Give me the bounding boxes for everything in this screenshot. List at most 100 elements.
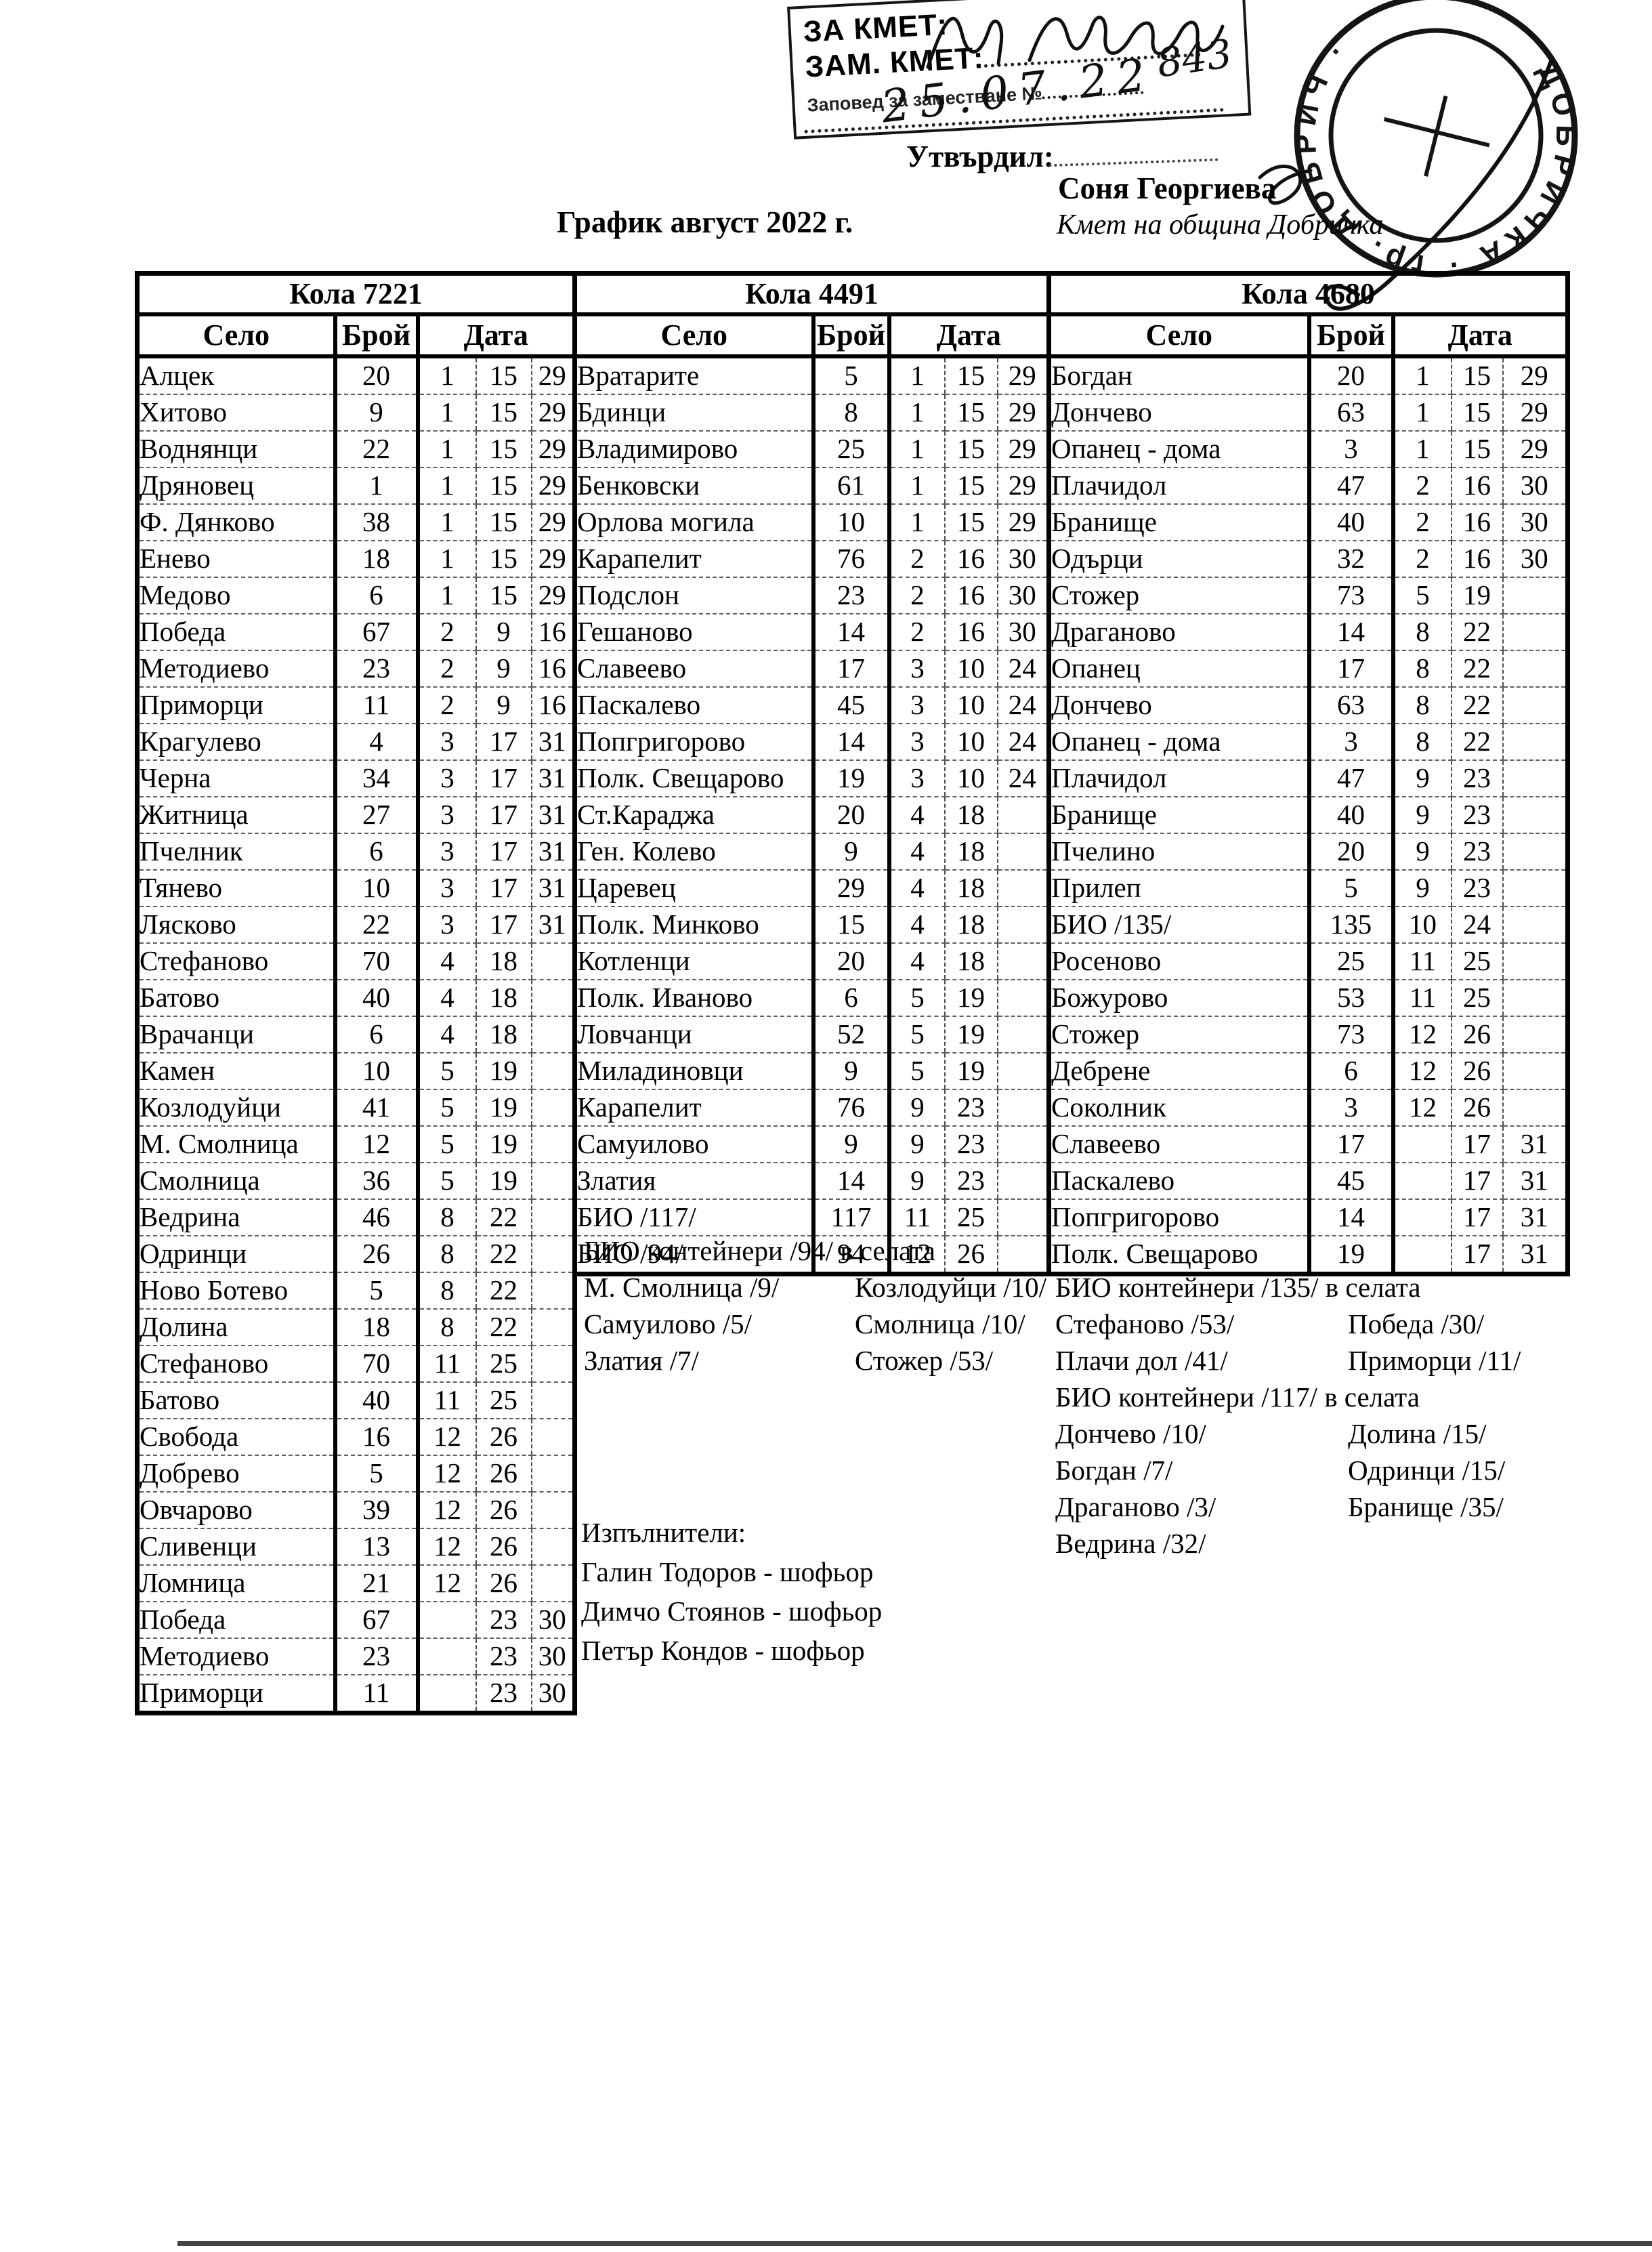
- table-row: Тянево 10 3 17 31: [137, 870, 575, 907]
- executors-label: Изпълнители:: [581, 1517, 746, 1548]
- note-line: Самуилово /5/Смолница /10/: [584, 1308, 1051, 1344]
- date-cell: 5: [415, 1126, 476, 1163]
- date-cell: 10: [1391, 906, 1452, 944]
- date-cell: 2: [1391, 504, 1452, 541]
- date-cell: [996, 1016, 1049, 1054]
- executor-name: Петър Кондов - шофьор: [581, 1635, 865, 1666]
- village-cell: Ф. Дянково: [137, 504, 335, 541]
- village-cell: Крагулево: [137, 724, 335, 761]
- bio-containers-right-notes: БИО контейнери /135/ в селата Стефаново /…: [1055, 1271, 1617, 1564]
- table-row: Черна 34 3 17 31: [137, 760, 575, 797]
- village-cell: Бранище: [1049, 797, 1309, 834]
- village-cell: Дончево: [1049, 394, 1309, 432]
- note-title: БИО контейнери /135/ в селата: [1055, 1272, 1421, 1303]
- date-cell: 22: [475, 1199, 532, 1236]
- count-cell: 4: [333, 724, 418, 761]
- executor-name: Димчо Стоянов - шофьор: [581, 1596, 883, 1627]
- date-cell: [1502, 760, 1568, 797]
- village-cell: Хитово: [137, 394, 335, 432]
- village-cell: Дончево: [1049, 687, 1309, 724]
- date-cell: 12: [415, 1419, 476, 1456]
- village-cell: Прилеп: [1049, 870, 1309, 907]
- date-cell: 17: [1450, 1199, 1503, 1236]
- village-cell: Стефаново: [137, 1346, 335, 1383]
- car-header: Кола 4491: [574, 273, 1049, 316]
- schedule-table-car-7221: Кола 7221 Село Брой Дата Алцек 20 1 15 29 Хит…: [135, 271, 577, 1715]
- date-cell: 31: [530, 906, 575, 944]
- date-cell: 15: [1450, 394, 1503, 432]
- village-cell: Паскалево: [1049, 1163, 1309, 1200]
- table-row: Енево 18 1 15 29: [137, 541, 575, 578]
- date-cell: [530, 1199, 575, 1236]
- date-cell: 1: [415, 541, 476, 578]
- date-cell: 18: [944, 870, 998, 907]
- village-cell: Свобода: [137, 1419, 335, 1456]
- table-row: Драганово 14 8 22: [1049, 614, 1568, 651]
- date-cell: [996, 1199, 1049, 1236]
- date-cell: 16: [530, 650, 575, 688]
- count-cell: 6: [811, 980, 889, 1017]
- village-cell: Котленци: [574, 943, 813, 980]
- signature-scribble: [926, 16, 1225, 69]
- count-cell: 17: [1307, 650, 1393, 688]
- date-cell: 10: [944, 687, 998, 724]
- date-cell: 30: [996, 614, 1049, 651]
- count-cell: 3: [1307, 724, 1393, 761]
- date-cell: [530, 1382, 575, 1419]
- date-cell: 17: [1450, 1163, 1503, 1200]
- date-cell: 22: [475, 1309, 532, 1346]
- date-cell: 15: [944, 431, 998, 468]
- date-cell: 2: [1391, 541, 1452, 578]
- date-cell: [530, 1528, 575, 1566]
- count-cell: 61: [811, 467, 889, 505]
- note-line: Драганово /3/Бранище /35/: [1055, 1490, 1617, 1527]
- date-cell: 18: [475, 1016, 532, 1054]
- date-cell: 19: [475, 1126, 532, 1163]
- count-cell: 14: [811, 1163, 889, 1200]
- date-cell: 29: [530, 467, 575, 505]
- note-item: Одринци /15/: [1348, 1455, 1506, 1486]
- table-row: Бдинци 8 1 15 29: [574, 394, 1049, 432]
- date-cell: 18: [944, 797, 998, 834]
- date-cell: 15: [944, 356, 998, 395]
- table-row: Батово 40 4 18: [137, 980, 575, 1017]
- table-row: Житница 27 3 17 31: [137, 797, 575, 834]
- date-cell: 18: [475, 980, 532, 1017]
- village-cell: Златия: [574, 1163, 813, 1200]
- count-cell: 17: [1307, 1126, 1393, 1163]
- table-row: Полк. Свещарово 19 3 10 24: [574, 760, 1049, 797]
- date-cell: 26: [1450, 1089, 1503, 1127]
- count-cell: 20: [811, 943, 889, 980]
- date-cell: 30: [996, 541, 1049, 578]
- date-cell: [1502, 1053, 1568, 1090]
- date-cell: 5: [1391, 577, 1452, 614]
- village-cell: Методиево: [137, 1638, 335, 1675]
- count-cell: 53: [1307, 980, 1393, 1017]
- village-cell: Соколник: [1049, 1089, 1309, 1127]
- village-cell: Царевец: [574, 870, 813, 907]
- village-cell: Пчелник: [137, 833, 335, 871]
- count-cell: 63: [1307, 687, 1393, 724]
- column-header-village: Село: [574, 314, 813, 358]
- date-cell: 12: [1391, 1016, 1452, 1054]
- date-cell: 18: [475, 943, 532, 980]
- date-cell: 1: [887, 356, 945, 395]
- table-body: Вратарите 5 1 15 29 Бдинци 8 1 15 29 Владимирово 25…: [574, 356, 1049, 1274]
- table-row: Подслон 23 2 16 30: [574, 577, 1049, 614]
- approved-label: Утвърдил:: [906, 140, 1054, 173]
- count-cell: 26: [333, 1236, 418, 1273]
- note-item: Козлодуйци /10/: [855, 1272, 1046, 1303]
- date-cell: 16: [944, 577, 998, 614]
- date-cell: 19: [475, 1163, 532, 1200]
- table-row: Стожер 73 12 26: [1049, 1016, 1568, 1054]
- date-cell: 26: [944, 1236, 998, 1274]
- table-row: Приморци 11 23 30: [137, 1675, 575, 1713]
- note-item: Плачи дол /41/: [1055, 1345, 1228, 1376]
- table-row: Ведрина 46 8 22: [137, 1199, 575, 1236]
- date-cell: 19: [1450, 577, 1503, 614]
- date-cell: 15: [475, 504, 532, 541]
- date-cell: 17: [475, 797, 532, 834]
- village-cell: Опанец - дома: [1049, 431, 1309, 468]
- car-header: Кола 7221: [137, 273, 575, 316]
- village-cell: Плачидол: [1049, 760, 1309, 797]
